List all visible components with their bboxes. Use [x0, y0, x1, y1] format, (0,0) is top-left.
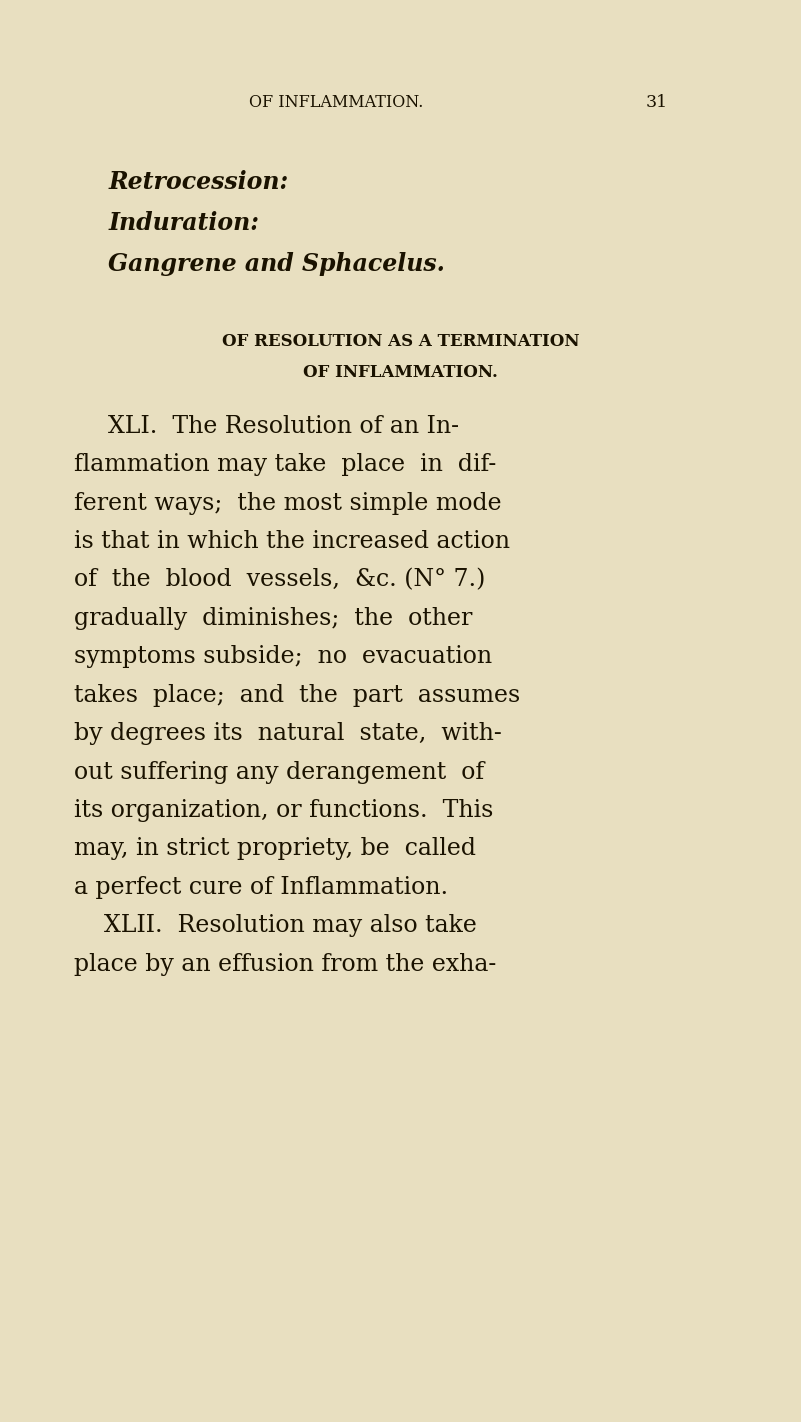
Text: flammation may take  place  in  dif-: flammation may take place in dif- — [74, 454, 497, 476]
Text: takes  place;  and  the  part  assumes: takes place; and the part assumes — [74, 684, 521, 707]
Text: by degrees its  natural  state,  with-: by degrees its natural state, with- — [74, 722, 502, 745]
Text: may, in strict propriety, be  called: may, in strict propriety, be called — [74, 838, 477, 860]
Text: symptoms subside;  no  evacuation: symptoms subside; no evacuation — [74, 646, 493, 668]
Text: a perfect cure of Inflammation.: a perfect cure of Inflammation. — [74, 876, 449, 899]
Text: Gangrene and Sphacelus.: Gangrene and Sphacelus. — [108, 253, 445, 276]
Text: gradually  diminishes;  the  other: gradually diminishes; the other — [74, 607, 473, 630]
Text: of  the  blood  vessels,  &c. (N° 7.): of the blood vessels, &c. (N° 7.) — [74, 569, 486, 592]
Text: ferent ways;  the most simple mode: ferent ways; the most simple mode — [74, 492, 502, 515]
Text: OF INFLAMMATION.: OF INFLAMMATION. — [303, 364, 498, 381]
Text: place by an effusion from the exha-: place by an effusion from the exha- — [74, 953, 497, 975]
Text: XLI.  The Resolution of an In-: XLI. The Resolution of an In- — [108, 415, 459, 438]
Text: OF RESOLUTION AS A TERMINATION: OF RESOLUTION AS A TERMINATION — [222, 333, 579, 350]
Text: is that in which the increased action: is that in which the increased action — [74, 530, 510, 553]
Text: OF INFLAMMATION.: OF INFLAMMATION. — [249, 94, 424, 111]
Text: Retrocession:: Retrocession: — [108, 171, 288, 193]
Text: Induration:: Induration: — [108, 212, 260, 235]
Text: out suffering any derangement  of: out suffering any derangement of — [74, 761, 485, 784]
Text: XLII.  Resolution may also take: XLII. Resolution may also take — [74, 914, 477, 937]
Text: 31: 31 — [646, 94, 668, 111]
Text: its organization, or functions.  This: its organization, or functions. This — [74, 799, 494, 822]
